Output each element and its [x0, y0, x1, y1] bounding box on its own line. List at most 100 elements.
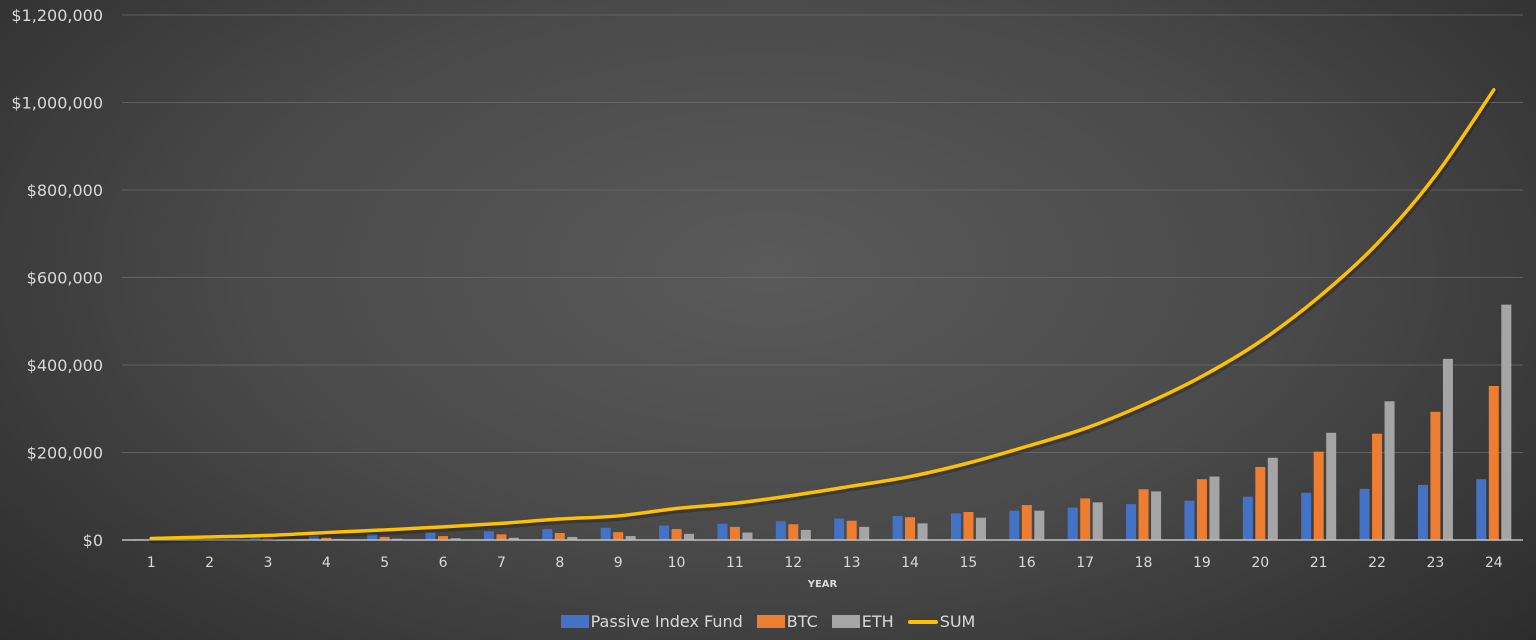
bar-passive-index-fund [950, 513, 961, 540]
bar-passive-index-fund [367, 534, 378, 540]
y-tick-label: $1,000,000 [11, 94, 103, 113]
x-tick-label: 9 [614, 555, 623, 571]
bar-btc [788, 524, 799, 540]
bar-eth [1442, 358, 1453, 540]
bar-eth [1267, 457, 1278, 540]
x-tick-label: 4 [322, 555, 331, 571]
bar-btc [1021, 505, 1032, 540]
x-tick-label: 24 [1485, 555, 1503, 571]
bar-passive-index-fund [892, 515, 903, 540]
x-tick-label: 18 [1135, 555, 1153, 571]
legend-item-sum: SUM [907, 612, 975, 631]
bar-passive-index-fund [600, 527, 611, 540]
x-tick-label: 6 [439, 555, 448, 571]
bar-passive-index-fund [425, 532, 436, 540]
legend-label-eth: ETH [861, 612, 894, 631]
bar-passive-index-fund [1417, 484, 1428, 540]
legend-label-btc: BTC [786, 612, 818, 631]
x-tick-label: 17 [1076, 555, 1094, 571]
y-tick-label: $0 [83, 531, 103, 550]
x-tick-label: 11 [726, 555, 744, 571]
bar-btc [729, 526, 740, 540]
x-tick-label: 12 [784, 555, 802, 571]
x-tick-label: 8 [555, 555, 564, 571]
bar-passive-index-fund [717, 523, 728, 540]
bar-btc [1080, 498, 1091, 540]
bar-passive-index-fund [1184, 500, 1195, 540]
bar-eth [1092, 502, 1103, 540]
bar-eth [1326, 432, 1337, 540]
legend-swatch-passive [560, 615, 589, 628]
bar-btc [1255, 466, 1266, 540]
x-axis-title: YEAR [807, 579, 838, 590]
y-tick-label: $600,000 [27, 269, 103, 288]
bar-passive-index-fund [834, 518, 845, 540]
bar-eth [800, 529, 811, 540]
bar-btc [438, 536, 449, 540]
bar-passive-index-fund [542, 529, 553, 540]
chart-legend: Passive Index Fund BTC ETH SUM [0, 612, 1536, 631]
x-tick-label: 20 [1251, 555, 1269, 571]
bar-eth [508, 537, 519, 540]
bar-btc [1372, 433, 1383, 540]
bar-passive-index-fund [192, 538, 203, 540]
bar-eth [742, 532, 753, 540]
x-tick-label: 10 [668, 555, 686, 571]
bar-passive-index-fund [1359, 488, 1370, 540]
x-tick-label: 23 [1427, 555, 1445, 571]
legend-swatch-eth [831, 615, 860, 628]
legend-swatch-btc [756, 615, 785, 628]
bar-btc [1430, 411, 1441, 540]
bar-eth [684, 533, 695, 540]
x-tick-label: 15 [960, 555, 978, 571]
bar-btc [554, 533, 565, 540]
bar-passive-index-fund [1126, 504, 1137, 540]
bar-btc [671, 529, 682, 540]
x-tick-label: 16 [1018, 555, 1036, 571]
x-tick-label: 5 [380, 555, 389, 571]
legend-label-passive: Passive Index Fund [590, 612, 743, 631]
bar-passive-index-fund [1067, 507, 1078, 540]
bar-passive-index-fund [1009, 510, 1020, 540]
x-tick-label: 3 [263, 555, 272, 571]
bar-btc [321, 537, 332, 540]
y-tick-label: $1,200,000 [11, 6, 103, 25]
bar-eth [859, 526, 870, 540]
bar-btc [905, 517, 916, 540]
legend-swatch-sum-line [907, 619, 938, 624]
legend-item-eth: ETH [831, 612, 894, 631]
bar-passive-index-fund [1242, 496, 1253, 540]
bar-passive-index-fund [775, 521, 786, 540]
bar-btc [1138, 489, 1149, 540]
bar-btc [1313, 451, 1324, 540]
bar-eth [917, 523, 928, 540]
bar-passive-index-fund [483, 531, 494, 540]
sum-line-shadow [149, 88, 1498, 544]
bar-eth [567, 536, 578, 540]
x-tick-label: 2 [205, 555, 214, 571]
bar-btc [963, 512, 974, 540]
bar-btc [613, 532, 624, 540]
x-tick-label: 13 [843, 555, 861, 571]
bar-btc [1196, 479, 1207, 540]
bar-eth [1151, 491, 1162, 540]
y-tick-label: $200,000 [27, 444, 103, 463]
bar-btc [496, 534, 507, 540]
x-tick-label: 22 [1368, 555, 1386, 571]
y-tick-label: $400,000 [27, 356, 103, 375]
bar-eth [1501, 304, 1512, 540]
bar-eth [1209, 476, 1220, 540]
bar-eth [450, 538, 461, 540]
bar-btc [379, 536, 390, 540]
bar-btc [846, 520, 857, 540]
bar-eth [975, 517, 986, 540]
bar-eth [625, 536, 636, 540]
bar-passive-index-fund [1301, 492, 1312, 540]
x-tick-label: 14 [901, 555, 919, 571]
x-tick-label: 21 [1310, 555, 1328, 571]
x-tick-label: 7 [497, 555, 506, 571]
x-tick-label: 1 [147, 555, 156, 571]
bar-passive-index-fund [1476, 479, 1487, 540]
